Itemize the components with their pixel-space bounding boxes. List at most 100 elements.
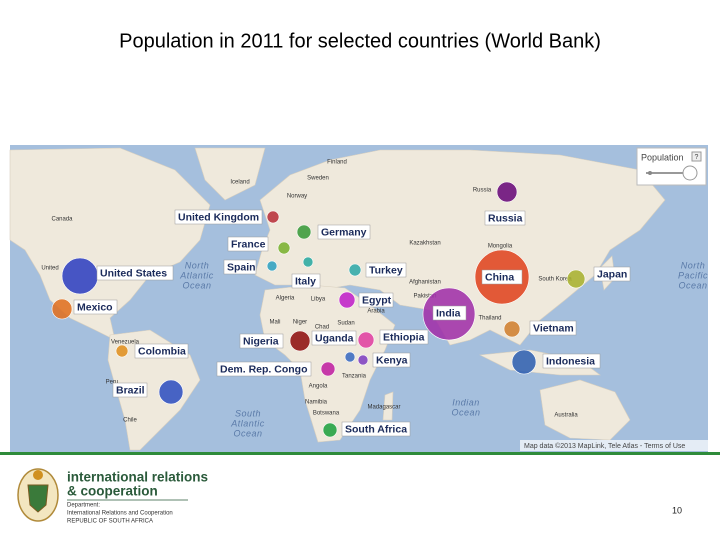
ocean-name: Pacific	[678, 270, 708, 280]
place-name: Iceland	[230, 180, 249, 186]
country-bubble[interactable]	[289, 330, 311, 352]
country-label: Ethiopia	[383, 331, 425, 343]
country-label-box	[542, 353, 601, 369]
country-label-box	[341, 421, 411, 437]
country-label-box	[311, 330, 357, 346]
place-name: Peru	[106, 380, 119, 386]
country-label: Italy	[295, 275, 316, 287]
country-bubble[interactable]	[322, 422, 338, 438]
country-label: Nigeria	[243, 335, 279, 347]
place-name: Afghanistan	[409, 280, 441, 286]
place-name: Algeria	[276, 296, 295, 302]
country-bubble[interactable]	[302, 256, 314, 268]
country-label-box	[432, 305, 467, 321]
place-name: Libya	[311, 297, 326, 303]
country-bubble[interactable]	[357, 331, 375, 349]
country-label: China	[485, 271, 514, 283]
department-line: Department:	[67, 503, 100, 509]
ocean-name: Ocean	[233, 428, 262, 438]
logo: international relations & cooperation De…	[17, 468, 208, 525]
country-bubble[interactable]	[348, 263, 362, 277]
legend-box: Population ?	[636, 147, 707, 186]
country-bubble[interactable]	[566, 269, 586, 289]
country-label: Kenya	[376, 354, 408, 366]
country-bubble[interactable]	[277, 241, 291, 255]
country-bubble[interactable]	[115, 344, 129, 358]
country-bubble[interactable]	[338, 291, 356, 309]
legend-help[interactable]: ?	[695, 154, 699, 161]
legend-help-box[interactable]	[691, 151, 702, 162]
place-name: Chile	[123, 418, 137, 424]
country-label: Turkey	[369, 264, 403, 276]
place-name: Namibia	[305, 400, 328, 406]
place-name: Niger	[293, 320, 307, 326]
place-name: Angola	[309, 384, 328, 390]
country-bubble[interactable]	[511, 349, 537, 375]
legend-title: Population	[641, 152, 684, 162]
place-name: Canada	[51, 217, 73, 223]
country-bubble[interactable]	[503, 320, 521, 338]
country-bubble[interactable]	[320, 361, 336, 377]
legend-small-circle	[648, 171, 652, 175]
country-bubble[interactable]	[158, 379, 184, 405]
country-label: Indonesia	[546, 355, 595, 367]
place-name: Mongolia	[488, 244, 513, 250]
place-name: Finland	[327, 160, 347, 166]
ocean-name: Atlantic	[230, 418, 265, 428]
country-label-box	[73, 299, 118, 315]
place-name: Tanzania	[342, 374, 367, 380]
country-label-box	[481, 269, 523, 285]
country-label-box	[593, 266, 631, 282]
country-label-box	[216, 361, 312, 377]
country-label-box	[134, 343, 189, 359]
place-name: Kazakhstan	[409, 241, 440, 247]
country-bubble[interactable]	[51, 298, 73, 320]
country-label: Dem. Rep. Congo	[220, 363, 308, 375]
ocean-name: Atlantic	[179, 270, 214, 280]
department-line: REPUBLIC OF SOUTH AFRICA	[67, 519, 153, 525]
country-label: Egypt	[362, 294, 392, 306]
crest-sun	[33, 470, 43, 480]
country-bubble[interactable]	[496, 181, 518, 203]
country-bubble[interactable]	[61, 257, 99, 295]
country-label-box	[365, 262, 407, 278]
country-label: India	[436, 307, 461, 319]
ocean-name: Ocean	[678, 280, 707, 290]
ocean-name: Indian	[452, 397, 480, 407]
country-label-box	[223, 259, 257, 275]
country-label-box	[112, 382, 148, 398]
country-label: Germany	[321, 226, 367, 238]
ocean-name: North	[185, 260, 210, 270]
map: Finland Sweden Iceland Norway Canada Russia Ka…	[9, 145, 708, 452]
place-name: Sudan	[337, 321, 354, 327]
country-label-box	[227, 236, 269, 252]
place-name: Arabia	[367, 309, 385, 315]
country-bubble[interactable]	[266, 210, 280, 224]
country-bubble[interactable]	[344, 351, 356, 363]
page-number: 10	[672, 505, 682, 515]
place-name: Norway	[287, 194, 307, 200]
country-bubble[interactable]	[266, 260, 278, 272]
country-label: Vietnam	[533, 322, 574, 334]
legend-slider-handle[interactable]	[682, 165, 698, 181]
ocean-name: Ocean	[182, 280, 211, 290]
country-bubble[interactable]	[296, 224, 312, 240]
place-name: Madagascar	[367, 405, 400, 411]
place-name: Chad	[315, 325, 329, 331]
attribution-bg	[520, 440, 708, 451]
crest-shield	[27, 484, 49, 513]
logo-line: international relations	[67, 470, 208, 485]
country-bubble[interactable]	[357, 354, 369, 366]
country-label-box	[484, 210, 526, 226]
country-label-box	[358, 292, 394, 308]
country-label-box	[239, 333, 284, 349]
map-attribution[interactable]: Map data ©2013 MapLink, Tele Atlas - Ter…	[524, 442, 685, 450]
place-name: Australia	[554, 413, 578, 419]
place-name: Russia	[473, 188, 492, 194]
country-label-box	[379, 329, 429, 345]
ocean-name: Ocean	[451, 407, 480, 417]
place-name: Venezuela	[111, 340, 140, 346]
country-label: South Africa	[345, 423, 407, 435]
country-label-box	[529, 320, 577, 336]
